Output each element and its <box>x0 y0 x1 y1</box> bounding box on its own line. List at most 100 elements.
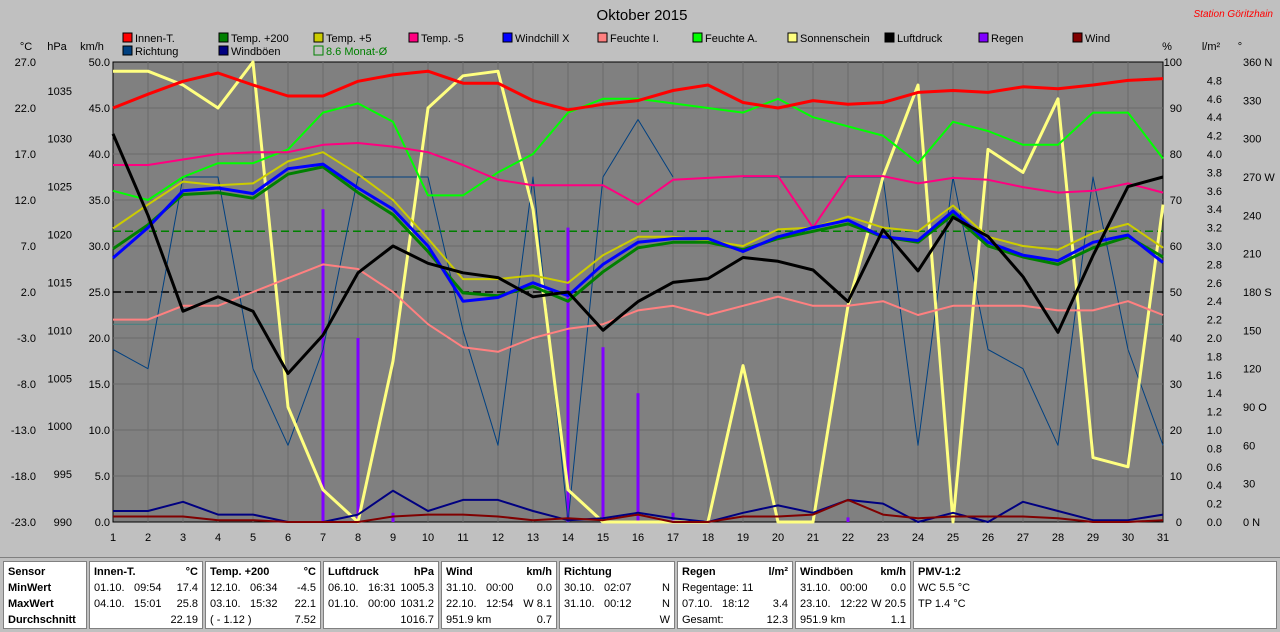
x-tick-label: 30 <box>1122 532 1134 544</box>
temp200-max-date: 03.10. <box>210 598 241 610</box>
windboeen-avg-value: 1.1 <box>890 614 906 626</box>
innen-max-value: 25.8 <box>176 598 198 610</box>
innen-min-value: 17.4 <box>176 582 198 594</box>
temp200-min-date: 12.10. <box>210 582 241 594</box>
rain-tick-label: 4.0 <box>1207 149 1222 161</box>
temp-tick-label: -18.0 <box>11 471 36 483</box>
stats-wind-box: Wind km/h 31.10. 00:00 0.0 22.10. 12:54 W 8.1… <box>441 561 557 629</box>
reference-lines <box>113 230 1163 325</box>
windboeen-min-time: 00:00 <box>840 582 868 594</box>
legend-label: Innen-T. <box>135 33 175 45</box>
richtung-max-time: 00:12 <box>604 598 632 610</box>
stats-richtung-box: Richtung 30.10. 02:07 N 31.10. 00:12 N W <box>559 561 675 629</box>
chart-title: Oktober 2015 <box>597 7 688 24</box>
series-line-feuchte-a- <box>112 97 1164 201</box>
regen-max-value: 3.4 <box>772 598 788 610</box>
luftdruck-avg-value: 1016.7 <box>400 614 434 626</box>
rain-tick-label: 2.0 <box>1207 333 1222 345</box>
x-tick-label: 5 <box>250 532 256 544</box>
temp200-min-value: -4.5 <box>297 582 316 594</box>
rain-tick-label: 3.0 <box>1207 241 1222 253</box>
wind-max-date: 22.10. <box>446 598 477 610</box>
pmv-windchill: WC 5.5 °C <box>918 582 971 594</box>
legend-swatch <box>408 32 419 43</box>
rain-bar <box>566 227 570 522</box>
legend-label: Feuchte I. <box>610 33 659 45</box>
regen-total-label: Gesamt: <box>682 614 724 626</box>
station-name: Station Göritzhain <box>1194 9 1274 20</box>
legend-label: Temp. +5 <box>326 33 372 45</box>
x-tick-label: 13 <box>527 532 539 544</box>
windboeen-min-date: 31.10. <box>800 582 831 594</box>
hpa-tick-label: 1025 <box>48 182 72 194</box>
kmh-tick-label: 0.0 <box>95 517 110 529</box>
dir-tick-label: 330 <box>1243 95 1261 107</box>
rain-bar <box>601 347 605 522</box>
stats-pmv-box: PMV-1:2 WC 5.5 °C TP 1.4 °C <box>913 561 1277 629</box>
temp-tick-label: 12.0 <box>15 195 36 207</box>
axis-unit: °C <box>20 41 32 53</box>
temp-tick-label: 22.0 <box>15 103 36 115</box>
weather-chart: Oktober 2015 Station Göritzhain Innen-T.… <box>10 7 1276 544</box>
axis-unit: ° <box>1238 41 1242 53</box>
richtung-title: Richtung <box>564 566 612 578</box>
hpa-tick-label: 1035 <box>48 86 72 98</box>
x-tick-label: 31 <box>1157 532 1169 544</box>
rain-tick-label: 1.2 <box>1207 407 1222 419</box>
pct-tick-label: 0 <box>1176 517 1182 529</box>
wind-max-time: 12:54 <box>486 598 514 610</box>
pct-tick-label: 20 <box>1170 425 1182 437</box>
hpa-tick-label: 995 <box>54 469 72 481</box>
richtung-min-date: 30.10. <box>564 582 595 594</box>
x-tick-label: 28 <box>1052 532 1064 544</box>
x-tick-label: 4 <box>215 532 221 544</box>
temp200-max-value: 22.1 <box>294 598 316 610</box>
series-line-wind <box>113 498 1164 523</box>
rain-tick-label: 2.2 <box>1207 315 1222 327</box>
series-line-luftdruck <box>111 133 1164 375</box>
x-tick-label: 15 <box>597 532 609 544</box>
rain-tick-label: 0.4 <box>1207 480 1222 492</box>
pct-tick-label: 60 <box>1170 241 1182 253</box>
innen-avg-value: 22.19 <box>170 614 198 626</box>
temp200-avg-value: 7.52 <box>294 614 316 626</box>
dir-tick-label: 270 W <box>1243 172 1275 184</box>
temp200-title: Temp. +200 <box>210 566 270 578</box>
x-tick-label: 22 <box>842 532 854 544</box>
temp-tick-label: -8.0 <box>17 379 36 391</box>
wind-distance: 951.9 km <box>446 614 492 626</box>
innen-max-time: 15:01 <box>134 598 162 610</box>
richtung-avg-value: W <box>659 614 670 626</box>
dir-tick-label: 360 N <box>1243 57 1272 69</box>
luftdruck-max-value: 1031.2 <box>400 598 434 610</box>
wind-avg-value: 0.7 <box>536 614 552 626</box>
rain-tick-label: 0.8 <box>1207 443 1222 455</box>
richtung-min-time: 02:07 <box>604 582 632 594</box>
dir-tick-label: 180 S <box>1243 287 1272 299</box>
kmh-tick-label: 30.0 <box>89 241 110 253</box>
hpa-tick-label: 1020 <box>48 230 72 242</box>
rain-bar <box>356 338 360 522</box>
x-tick-label: 21 <box>807 532 819 544</box>
luftdruck-min-time: 16:31 <box>368 582 396 594</box>
kmh-tick-label: 25.0 <box>89 287 110 299</box>
wind-min-date: 31.10. <box>446 582 477 594</box>
dir-tick-label: 60 <box>1243 440 1255 452</box>
luftdruck-min-date: 06.10. <box>328 582 359 594</box>
x-tick-label: 27 <box>1017 532 1029 544</box>
rain-tick-label: 0.0 <box>1207 517 1222 529</box>
kmh-tick-label: 50.0 <box>89 57 110 69</box>
legend-label: Windchill X <box>515 33 570 45</box>
temp-tick-label: -23.0 <box>11 517 36 529</box>
rain-tick-label: 1.0 <box>1207 425 1222 437</box>
series-line-sonnenschein <box>113 60 1165 524</box>
innen-min-date: 01.10. <box>94 582 125 594</box>
pct-tick-label: 70 <box>1170 195 1182 207</box>
temp200-min-time: 06:34 <box>250 582 278 594</box>
richtung-max-date: 31.10. <box>564 598 595 610</box>
rain-bar <box>636 393 640 522</box>
legend-label: Sonnenschein <box>800 33 870 45</box>
legend-swatch <box>218 45 229 56</box>
kmh-tick-label: 20.0 <box>89 333 110 345</box>
regen-max-time: 18:12 <box>722 598 750 610</box>
